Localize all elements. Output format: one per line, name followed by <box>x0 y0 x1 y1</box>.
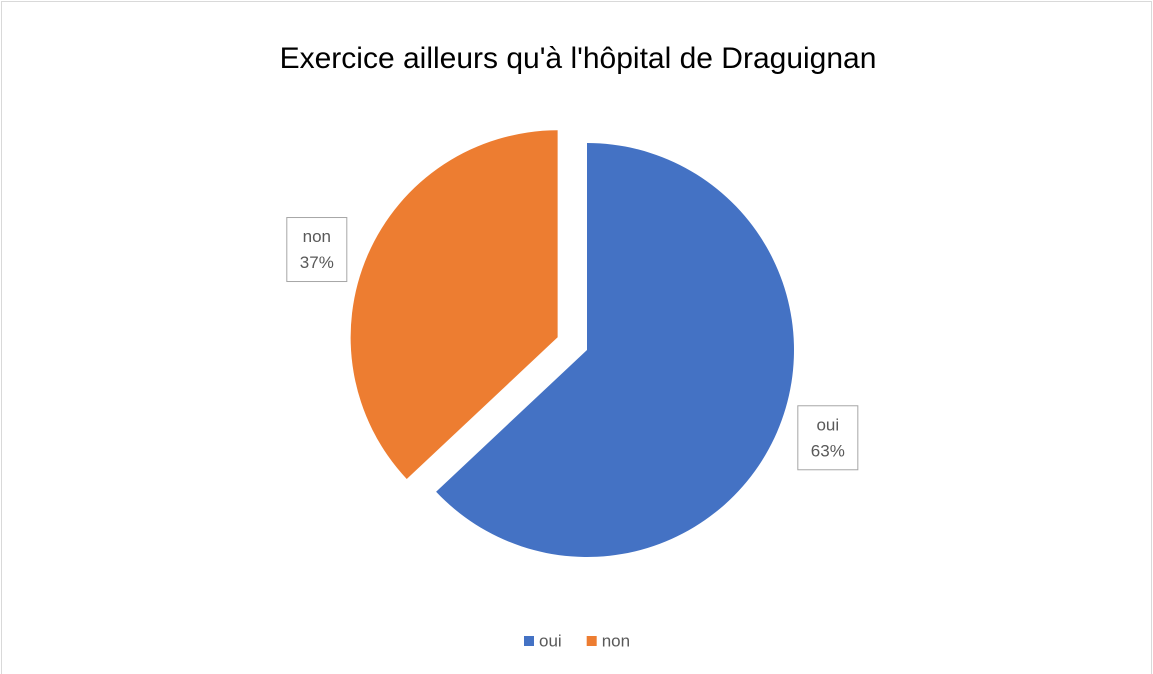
legend-swatch <box>524 636 534 646</box>
data-label-value: 63% <box>811 441 845 460</box>
legend-label: oui <box>539 631 562 650</box>
pie-slice <box>436 143 794 557</box>
data-label-value: 37% <box>300 253 334 272</box>
chart-title: Exercice ailleurs qu'à l'hôpital de Drag… <box>280 42 877 75</box>
data-label-category: oui <box>816 415 839 434</box>
legend-label: non <box>602 631 630 650</box>
data-label-box <box>286 217 348 283</box>
pie-slice <box>350 130 558 479</box>
data-label-category: non <box>303 227 331 246</box>
data-label-box <box>797 405 859 471</box>
legend-swatch <box>586 636 597 646</box>
